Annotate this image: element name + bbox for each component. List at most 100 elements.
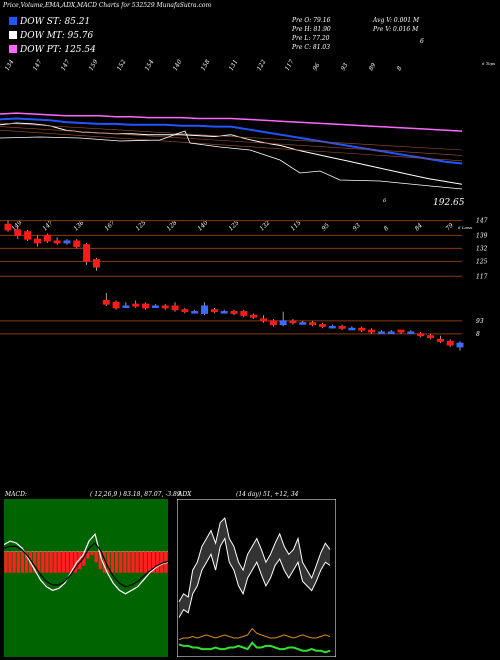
price-y-tick: 117 [476,273,488,280]
price-y-tick: 132 [476,245,488,252]
ema-top-label: 131 [228,59,240,72]
ema-band-line [0,126,463,156]
legend-swatch-pt [9,45,17,53]
candle-body [397,329,405,333]
ema-top-label: 117 [284,58,296,72]
price-top-label: 140 [196,219,209,232]
candle-body [377,331,385,334]
macd-hist-bar [16,551,20,573]
price-top-label: 8 [382,225,390,233]
price-top-label: 125 [227,219,240,232]
macd-background [4,499,168,657]
macd-series-line [4,532,168,595]
candle-body [73,240,81,248]
macd-hist-bar [98,551,102,570]
candle-body [328,325,336,329]
candle-body [220,311,228,314]
candle-body [250,314,258,318]
price-y-tick: 8 [476,331,480,338]
candle-body [446,340,454,346]
candle-body [132,303,140,307]
macd-hist-bar [45,551,49,573]
adx-panel [177,499,336,657]
candle-body [102,299,110,305]
candle-body [309,322,317,326]
macd-hist-bar [139,551,143,573]
macd-hist-bar [143,551,147,573]
ema-band-line [0,129,463,162]
candle-body [436,338,444,342]
ema-top-label: 159 [88,58,100,72]
candle-body [181,309,189,313]
candle-body [259,318,267,322]
candle-body [161,305,169,309]
legend-dow-pt: DOW PT: 125.54 [9,45,96,55]
candle-body [387,331,395,334]
legend-label-pt: DOW PT: 125.54 [20,45,96,55]
ema-top-label: 134 [4,58,16,72]
candle-body [191,311,199,314]
macd-hist-bar [69,551,74,573]
candle-body [348,327,356,331]
candle-body [427,335,435,339]
candle-body [151,305,159,308]
macd-hist-bar [37,551,41,573]
adx-band-fill [179,518,330,618]
macd-hist-bar [110,551,115,573]
legend-label-mt: DOW MT: 95.76 [20,31,94,41]
ema-top-label: 154 [144,58,156,72]
ohlc-close: Pre C: 81.03 [292,44,331,51]
prev-volume: Pre V: 0.016 M [373,26,419,33]
macd-hist-bar [160,551,164,573]
legend-swatch-st [9,17,17,25]
macd-hist-bar [33,551,37,573]
ema-top-label: 89 [368,62,378,72]
price-top-label: 125 [134,219,147,232]
adx-series-line [178,627,331,641]
price-top-label: 147 [41,219,54,232]
macd-series-line [4,542,168,588]
chart-header-title: Price,Volume,EMA,ADX,MACD Charts for 532… [3,2,212,9]
candle-body [92,259,100,268]
price-top-label: 115 [289,219,302,232]
macd-title: MACD: [5,491,27,498]
candle-body [240,311,248,316]
candle-body [33,238,41,244]
price-top-label: 84 [413,222,423,232]
macd-hist-bar [20,551,24,573]
candle-body [83,244,91,262]
candle-body [14,229,22,236]
ema-top-label: 8 [396,65,404,72]
legend-dow-st: DOW ST: 85.21 [9,17,90,27]
price-top-label: 128 [165,219,178,232]
ema-series-line [0,117,463,165]
macd-hist-bar [65,551,70,573]
ema-bottom-value: 192.65 [433,198,465,205]
macd-hist-bar [127,551,131,573]
ema-price-line [0,130,463,190]
candle-body [142,303,150,309]
candle-body [368,329,376,333]
macd-hist-bar [4,551,8,573]
macd-hist-bar [156,551,160,573]
candle-body [269,320,277,326]
price-top-suffix: 6 Lows [458,225,472,230]
price-top-label: 93 [351,222,361,232]
candle-body [201,305,209,314]
ema-top-label: 152 [116,58,128,72]
ohlc-low: Pre L: 77.20 [292,35,330,42]
price-y-tick: 93 [476,318,484,325]
candle-body [53,240,61,244]
avg-volume: Avg V: 0.001 M [373,17,420,24]
candle-body [299,322,307,325]
adx-series-line [178,516,331,602]
candle-body [63,240,71,244]
macd-hist-bar [102,551,106,573]
macd-hist-bar [61,551,65,573]
price-top-label: 79 [444,222,454,232]
macd-hist-bar [135,551,139,573]
macd-hist-bar [86,551,90,559]
candle-body [289,320,297,324]
ema-top-label: 96 [312,62,322,72]
price-top-label: 132 [258,219,271,232]
